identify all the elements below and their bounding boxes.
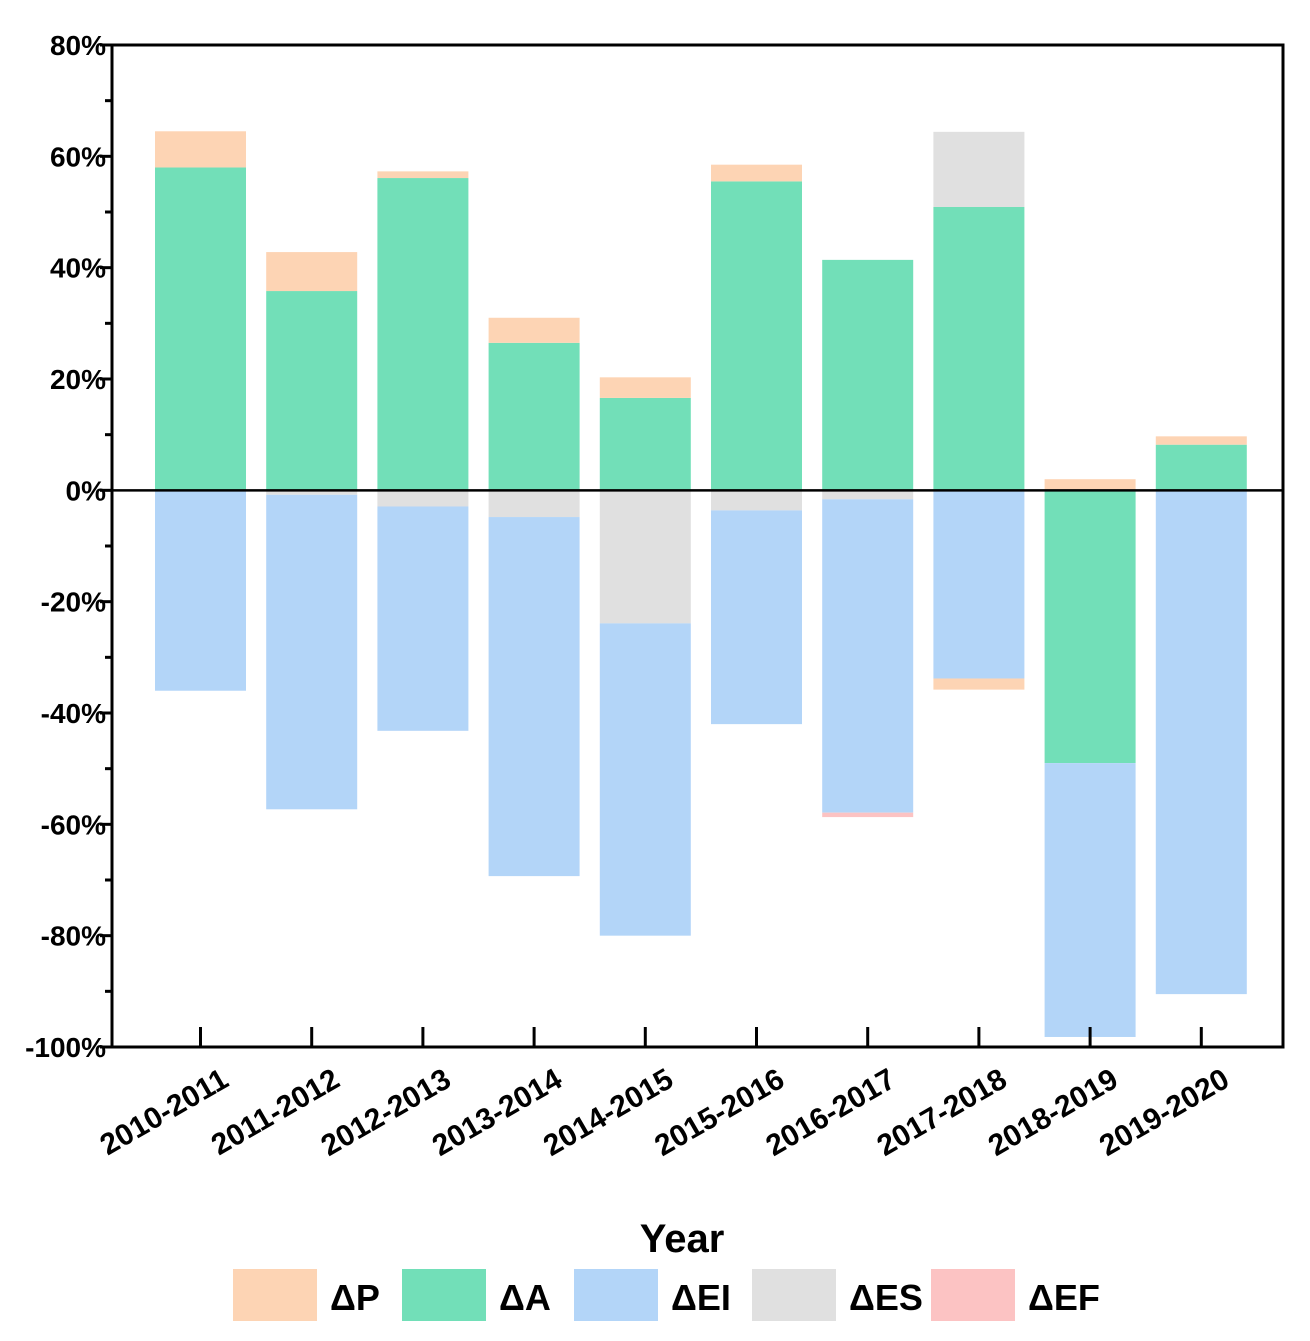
bar-ΔEI-2012-2013 — [377, 506, 469, 731]
bar-ΔP-2010-2011 — [155, 131, 246, 168]
bar-ΔEI-2017-2018 — [933, 490, 1025, 679]
legend-swatch-ΔA — [402, 1269, 486, 1321]
bar-ΔA-2013-2014 — [488, 342, 580, 491]
bar-ΔA-2011-2012 — [266, 291, 358, 491]
bar-ΔEI-2011-2012 — [266, 494, 358, 810]
bars-layer — [155, 131, 1247, 1037]
y-tick-label: -60% — [41, 809, 106, 840]
bar-ΔEI-2013-2014 — [488, 517, 580, 877]
y-tick-label: 60% — [50, 141, 106, 172]
bar-ΔES-2011-2012 — [266, 490, 358, 495]
y-tick-label: 0% — [66, 475, 107, 506]
y-tick-label: 40% — [50, 253, 106, 284]
y-tick-label: 20% — [50, 364, 106, 395]
bar-ΔA-2010-2011 — [155, 167, 246, 491]
bar-ΔA-2016-2017 — [822, 259, 914, 491]
bar-ΔA-2015-2016 — [711, 181, 802, 491]
legend-swatch-ΔEI — [574, 1269, 658, 1321]
bar-ΔP-2014-2015 — [599, 377, 691, 398]
legend-label-ΔEI: ΔEI — [671, 1277, 731, 1318]
legend: ΔP ΔA ΔEI ΔES ΔEF — [233, 1269, 1100, 1321]
bar-ΔA-2017-2018 — [933, 206, 1025, 491]
bar-ΔA-2014-2015 — [599, 397, 691, 491]
legend-label-ΔA: ΔA — [499, 1277, 551, 1318]
bar-ΔEI-2018-2019 — [1044, 763, 1136, 1037]
bar-ΔES-2014-2015 — [599, 490, 691, 624]
legend-label-ΔES: ΔES — [849, 1277, 923, 1318]
y-tick-label: -40% — [41, 698, 106, 729]
y-axis: 80% 60% 40% 20% 0% -20% -40% -60% -80% -100% — [25, 30, 112, 1063]
bar-ΔP-2012-2013 — [377, 171, 469, 179]
bar-ΔP-2017-2018 — [933, 678, 1025, 690]
bar-ΔEI-2015-2016 — [711, 510, 802, 725]
legend-label-ΔP: ΔP — [330, 1277, 380, 1318]
y-tick-label: 80% — [50, 30, 106, 61]
legend-swatch-ΔP — [233, 1269, 317, 1321]
legend-swatch-ΔEF — [931, 1269, 1015, 1321]
bar-ΔP-2018-2019 — [1044, 479, 1136, 491]
bar-ΔEI-2019-2020 — [1155, 490, 1247, 995]
bar-ΔEI-2010-2011 — [155, 490, 246, 691]
bar-ΔP-2013-2014 — [488, 317, 580, 343]
y-tick-label: -80% — [41, 921, 106, 952]
bar-ΔA-2012-2013 — [377, 178, 469, 491]
bar-ΔP-2019-2020 — [1155, 436, 1247, 445]
bar-ΔES-2016-2017 — [822, 490, 914, 500]
legend-label-ΔEF: ΔEF — [1028, 1277, 1100, 1318]
bar-ΔA-2018-2019 — [1044, 490, 1136, 764]
bar-ΔES-2013-2014 — [488, 490, 580, 518]
bar-ΔES-2015-2016 — [711, 490, 802, 511]
x-axis-title: Year — [640, 1217, 725, 1261]
bar-ΔEI-2016-2017 — [822, 499, 914, 813]
y-tick-label: -100% — [25, 1032, 106, 1063]
bar-ΔEI-2014-2015 — [599, 623, 691, 936]
bar-ΔEF-2016-2017 — [822, 812, 914, 818]
bar-ΔP-2015-2016 — [711, 164, 802, 182]
bar-ΔES-2012-2013 — [377, 490, 469, 507]
y-tick-label: -20% — [41, 587, 106, 618]
bar-ΔES-2017-2018 — [933, 131, 1025, 207]
bar-ΔP-2011-2012 — [266, 252, 358, 292]
legend-swatch-ΔES — [752, 1269, 836, 1321]
bar-ΔA-2019-2020 — [1155, 444, 1247, 491]
